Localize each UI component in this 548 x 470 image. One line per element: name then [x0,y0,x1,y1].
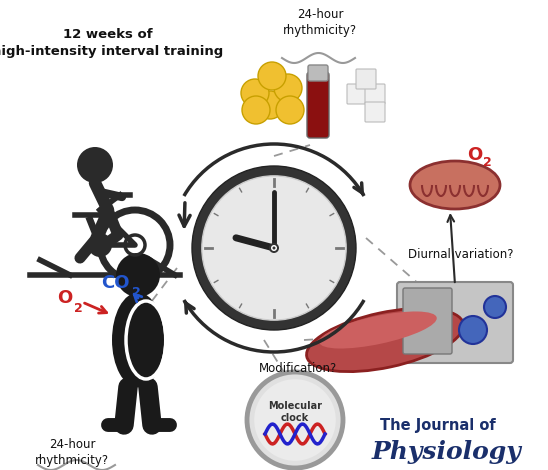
Circle shape [192,166,356,330]
Circle shape [272,246,276,250]
FancyBboxPatch shape [308,65,328,81]
Ellipse shape [112,292,164,387]
Circle shape [276,96,304,124]
Text: O: O [467,146,483,164]
Circle shape [88,233,112,257]
Text: CO: CO [101,274,129,292]
Circle shape [274,74,302,102]
Text: clock: clock [281,413,309,423]
Ellipse shape [319,312,437,349]
Circle shape [269,243,279,253]
Circle shape [271,245,277,251]
Circle shape [258,62,286,90]
FancyBboxPatch shape [307,72,329,138]
Circle shape [247,372,343,468]
Circle shape [116,253,160,297]
Ellipse shape [306,308,464,372]
Circle shape [242,96,270,124]
Text: The Journal of: The Journal of [380,418,496,433]
FancyBboxPatch shape [397,282,513,363]
Text: Physiology: Physiology [372,440,522,464]
Text: 2: 2 [132,287,140,299]
Text: 12 weeks of
high-intensity interval training: 12 weeks of high-intensity interval trai… [0,28,224,58]
Text: 24-hour
rhythmicity?: 24-hour rhythmicity? [35,438,109,467]
FancyBboxPatch shape [356,69,376,89]
Circle shape [459,316,487,344]
Text: 24-hour
rhythmicity?: 24-hour rhythmicity? [283,8,357,37]
Circle shape [484,296,506,318]
Text: Diurnal variation?: Diurnal variation? [408,248,513,261]
Text: Modification?: Modification? [259,362,337,375]
FancyBboxPatch shape [347,84,367,104]
Text: 2: 2 [483,157,492,170]
Text: O: O [58,289,73,307]
FancyBboxPatch shape [365,84,385,104]
FancyBboxPatch shape [365,102,385,122]
Circle shape [241,79,269,107]
FancyBboxPatch shape [403,288,452,354]
Text: 2: 2 [73,301,82,314]
Text: Molecular: Molecular [268,401,322,411]
Ellipse shape [410,161,500,209]
Circle shape [77,147,113,183]
Circle shape [202,176,346,320]
Circle shape [256,91,284,119]
Circle shape [254,379,336,461]
